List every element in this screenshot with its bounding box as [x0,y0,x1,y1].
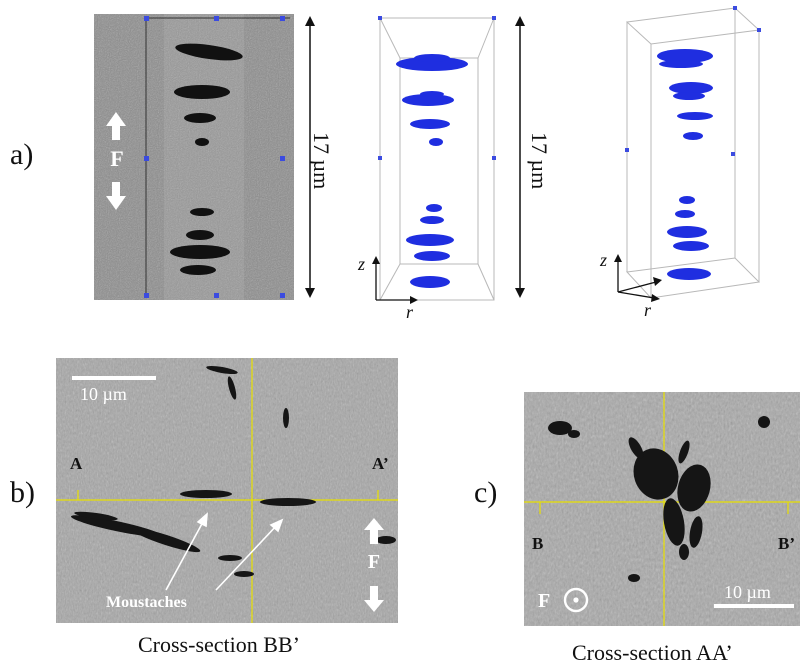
panel-a-axes-2 [614,254,662,302]
panel-a-axes-1 [372,256,418,304]
panel-label-b: b) [10,476,35,509]
panel-b-moustaches-label: Moustaches [106,594,187,611]
panel-b-caption: Cross-section BB’ [138,632,300,657]
panel-a-dimension-arrow-2 [515,16,525,298]
panel-a-axis-z-1: z [358,254,366,274]
panel-a-force-arrows [106,112,126,210]
panel-b-force-arrows [364,518,384,612]
panel-c-caption: Cross-section AA’ [572,640,733,665]
panel-label-a: a) [10,138,34,171]
panel-c-force-label: F [538,590,551,612]
panel-a-dimension-label-1: 17 µm [309,132,334,190]
panel-label-c: c) [474,476,498,509]
panel-c-point-b: B [532,534,544,553]
panel-b-force-label: F [367,551,381,573]
panel-a-dimension-label-2: 17 µm [527,132,552,190]
panel-c-point-b-prime: B’ [778,534,795,553]
panel-a-force-label: F [110,146,124,171]
panel-a-axis-r-1: r [406,302,414,322]
panel-a-dimension-arrow-1 [305,16,315,298]
panel-a-tomography-slice [94,14,294,300]
panel-a-axis-r-2: r [644,300,652,320]
panel-b-cross-section-image [56,358,398,623]
panel-c-scale-bar-label: 10 µm [724,582,771,602]
panel-b-point-a-prime: A’ [372,454,389,473]
panel-a-3d-render-perspective [625,6,761,299]
panel-a-3d-render-front [378,16,496,301]
panel-c-cross-section-image [524,392,800,626]
panel-b-point-a: A [70,454,83,473]
panel-a-axis-z-2: z [600,250,608,270]
panel-b-scale-bar-label: 10 µm [80,384,127,404]
